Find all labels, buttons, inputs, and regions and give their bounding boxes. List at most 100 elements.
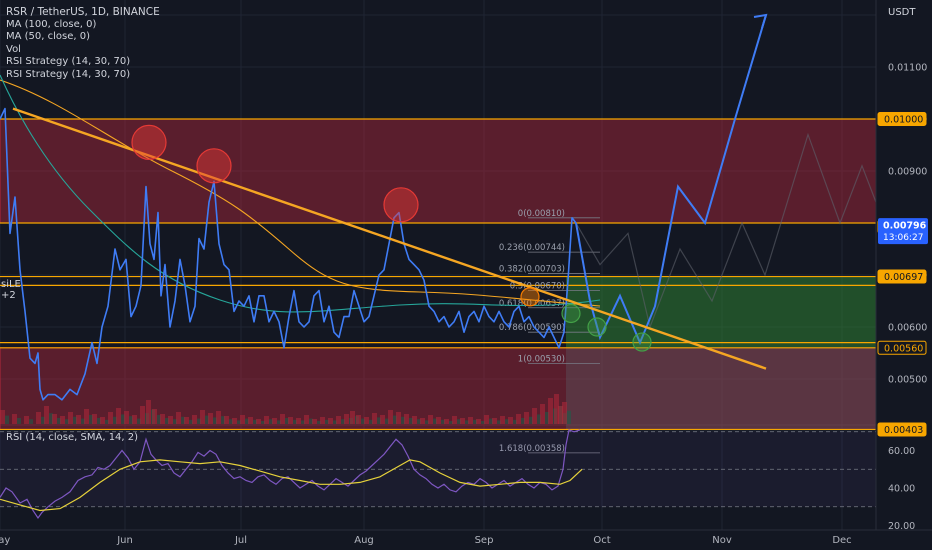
- volume-bar-47: [380, 415, 385, 424]
- volume-bar-alt-13: [121, 414, 125, 424]
- volume-bar-56: [452, 416, 457, 424]
- volume-bar-alt-19: [165, 418, 169, 424]
- volume-bar-alt-6: [65, 419, 69, 424]
- fib-label-1: 0.236(0.00744): [499, 243, 565, 253]
- volume-bar-alt-22: [189, 419, 193, 424]
- volume-bar-29: [240, 415, 245, 424]
- legend-title[interactable]: RSR / TetherUS, 1D, BINANCE: [6, 6, 160, 18]
- volume-bar-alt-40: [333, 420, 337, 424]
- volume-bar-55: [444, 419, 449, 424]
- volume-bar-alt-53: [433, 418, 437, 424]
- volume-bar-46: [372, 413, 377, 424]
- volume-bar-60: [484, 415, 489, 424]
- volume-bar-alt-48: [393, 415, 397, 424]
- volume-bar-alt-37: [309, 418, 313, 424]
- position-profit-box: [566, 276, 876, 348]
- volume-bar-alt-60: [489, 418, 493, 424]
- volume-bar-alt-3: [41, 416, 45, 424]
- price-line: [0, 107, 577, 401]
- volume-bar-19: [160, 414, 165, 424]
- volume-bar-41: [336, 416, 341, 424]
- legend-item-rsi-strategy-1[interactable]: RSI Strategy (14, 30, 70): [6, 56, 131, 67]
- volume-bar-alt-50: [409, 418, 413, 424]
- volume-bar-0: [0, 410, 5, 424]
- volume-bar-alt-31: [261, 421, 265, 424]
- volume-bar-26: [216, 411, 221, 424]
- volume-bar-51: [412, 416, 417, 424]
- volume-bar-alt-30: [253, 419, 257, 424]
- volume-bar-48: [388, 410, 393, 424]
- volume-bar-alt-5: [57, 418, 61, 424]
- volume-bar-24: [200, 410, 205, 424]
- volume-bar-59: [476, 419, 481, 424]
- price-badge-label-0: 0.01000: [884, 115, 923, 126]
- volume-bar-alt-36: [301, 420, 305, 424]
- volume-bar-6: [60, 416, 65, 424]
- volume-bar-17: [146, 400, 151, 424]
- volume-bar-11: [100, 417, 105, 424]
- volume-bar-alt-49: [401, 416, 405, 424]
- time-tick-jun: Jun: [116, 535, 133, 546]
- volume-bar-34: [280, 414, 285, 424]
- volume-bar-alt-47: [385, 418, 389, 424]
- moving-averages: [0, 74, 601, 313]
- projection-arrowhead: [753, 13, 768, 29]
- current-price-label: 0.00796: [883, 221, 927, 232]
- volume-bar-27: [224, 416, 229, 424]
- volume-bar-alt-23: [197, 418, 201, 424]
- volume-bar-1: [12, 414, 17, 424]
- fibonacci-retracement: 0(0.00810) 0.236(0.00744) 0.382(0.00703) 0.…: [499, 209, 600, 454]
- volume-bar-alt-18: [157, 415, 161, 424]
- price-tick-10: 0.00600: [888, 323, 927, 334]
- circle-marker-6: [632, 332, 652, 352]
- time-tick-jul: Jul: [234, 535, 247, 546]
- rsi-line: [0, 429, 581, 520]
- volume-bar-alt-15: [137, 418, 141, 424]
- rsi-tick-0: 60.00: [888, 446, 915, 457]
- volume-bar-alt-28: [237, 420, 241, 424]
- volume-bar-69: [554, 394, 559, 424]
- volume-bar-alt-4: [49, 413, 53, 424]
- time-tick-oct: Oct: [593, 535, 610, 546]
- volume-bar-alt-66: [537, 414, 541, 424]
- volume-bar-alt-44: [361, 418, 365, 424]
- legend-item-rsi-strategy-2[interactable]: RSI Strategy (14, 30, 70): [6, 68, 131, 80]
- volume-bar-alt-65: [529, 416, 533, 424]
- volume-bar-43: [350, 411, 355, 424]
- rsi-legend[interactable]: RSI (14, close, SMA, 14, 2): [6, 432, 139, 443]
- volume-bar-3: [36, 412, 41, 424]
- volume-bar-58: [468, 417, 473, 424]
- circle-marker-5: [587, 317, 607, 337]
- fib-label-2: 0.382(0.00703): [499, 264, 565, 274]
- volume-bar-alt-67: [545, 412, 549, 424]
- circle-marker-4: [561, 303, 581, 324]
- legend-item-vol[interactable]: Vol: [6, 43, 21, 55]
- volume-bar-23: [192, 415, 197, 424]
- volume-bar-alt-24: [205, 415, 209, 424]
- side-label-b: +2: [1, 290, 16, 301]
- legend-item-ma100[interactable]: MA (100, close, 0): [6, 18, 97, 30]
- price-badge-4: [877, 422, 927, 437]
- price-zones: [0, 118, 877, 430]
- current-price-badge: [878, 218, 928, 245]
- volume-bar-28: [232, 418, 237, 424]
- circle-marker-0: [131, 124, 167, 160]
- volume-bar-63: [508, 417, 513, 424]
- time-tick-nov: Nov: [712, 535, 732, 546]
- volume-bar-alt-11: [105, 419, 109, 424]
- volume-bar-alt-52: [425, 420, 429, 424]
- volume-bar-37: [304, 415, 309, 424]
- projection-line: [575, 14, 767, 346]
- zone-resistance: [0, 118, 877, 224]
- legend-item-ma50[interactable]: MA (50, close, 0): [6, 31, 91, 42]
- fib-label-3: 0.5(0.00670): [510, 282, 565, 292]
- volume-bar-alt-54: [441, 419, 445, 424]
- volume-bar-12: [108, 412, 113, 424]
- volume-bar-16: [140, 406, 145, 424]
- volume-bar-alt-1: [17, 418, 21, 424]
- price-tick-11: 0.00500: [888, 375, 927, 386]
- volume-bar-70: [558, 406, 563, 424]
- time-tick-dec: Dec: [832, 535, 851, 546]
- volume-bar-2: [24, 416, 29, 424]
